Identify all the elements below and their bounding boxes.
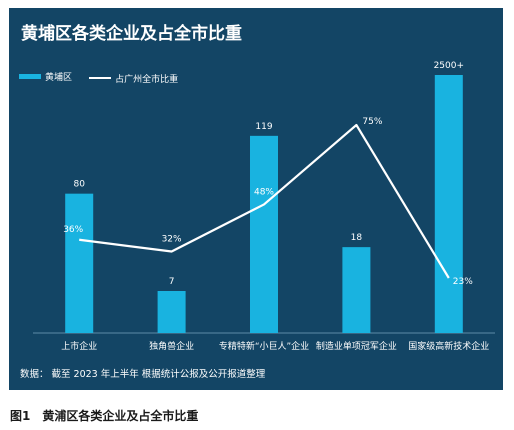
bar-4: [434, 75, 463, 333]
bar-value-label: 7: [169, 277, 175, 287]
legend-item-bars: 黄埔区: [19, 70, 72, 83]
line-layer: [79, 123, 450, 279]
category-label: 专精特新“小巨人”企业: [219, 340, 309, 352]
share-value-label: 48%: [254, 187, 274, 197]
chart-plot: 80 上市企业 7 独角兽企业 119 专精特新“小巨人”企业 18 制造业单项冠军企业 250…: [33, 61, 495, 352]
figure-caption: 图1 黄浦区各类企业及占全市比重: [10, 409, 199, 423]
share-value-label: 75%: [362, 117, 382, 127]
legend-item-line: 占广州全市比重: [89, 72, 178, 85]
legend-line-swatch: [89, 77, 112, 79]
legend-label-bars: 黄埔区: [45, 73, 73, 83]
bar-3: [342, 247, 371, 333]
category-label: 国家级高新技术企业: [408, 340, 489, 352]
category-label: 制造业单项冠军企业: [316, 340, 397, 352]
bar-0: [65, 193, 94, 333]
labels-layer: 80 上市企业 7 独角兽企业 119 专精特新“小巨人”企业 18 制造业单项冠军企业 250…: [61, 61, 489, 352]
bars-layer: [65, 75, 463, 333]
category-label: 独角兽企业: [149, 340, 194, 352]
legend-bar-swatch: [19, 74, 41, 79]
bar-value-label: 80: [73, 180, 85, 190]
bar-value-label: 119: [255, 122, 272, 132]
category-label: 上市企业: [61, 340, 97, 352]
chart-title: 黄埔区各类企业及占全市比重: [21, 24, 242, 44]
share-value-label: 32%: [162, 235, 182, 245]
chart-legend: 黄埔区 占广州全市比重: [19, 64, 190, 85]
source-note: 数据： 截至 2023 年上半年 根据统计公报及公开报道整理: [20, 369, 266, 380]
bar-value-label: 18: [351, 233, 363, 243]
share-line: [79, 123, 450, 279]
bar-value-label: 2500+: [434, 61, 464, 71]
legend-label-line: 占广州全市比重: [115, 74, 179, 85]
bar-2: [250, 135, 278, 333]
share-value-label: 23%: [453, 277, 473, 287]
bar-1: [157, 291, 186, 333]
share-value-label: 36%: [63, 225, 83, 235]
chart-panel: 黄埔区各类企业及占全市比重 黄埔区 占广州全市比重 80 上市企业 7 独角兽企业 11…: [9, 8, 503, 390]
